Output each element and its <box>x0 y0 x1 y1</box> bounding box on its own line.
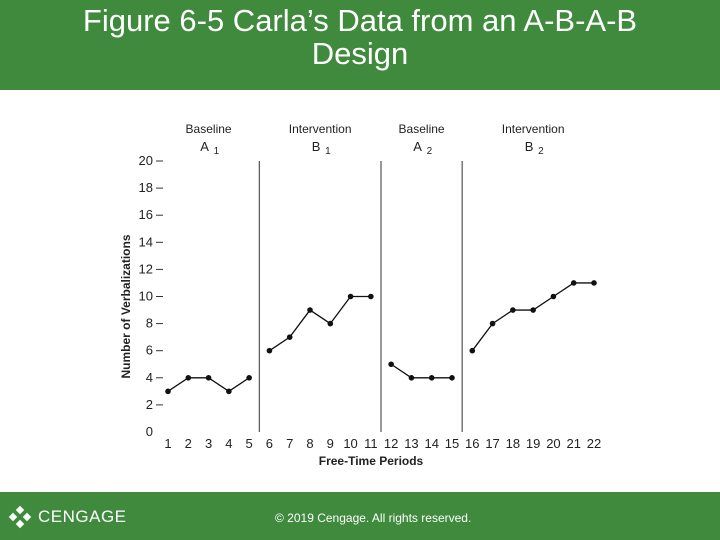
data-point <box>428 375 435 381</box>
series-line <box>269 295 371 352</box>
y-tick-label: 18 <box>139 180 153 195</box>
phase-code: B <box>525 139 534 154</box>
x-tick-label: 6 <box>266 436 273 451</box>
cengage-logo: CENGAGE <box>8 505 127 529</box>
x-tick-label: 1 <box>164 436 171 451</box>
y-tick-label: 6 <box>146 343 153 358</box>
y-tick-label: 4 <box>146 370 153 385</box>
phase-label: Intervention <box>502 122 565 136</box>
data-point <box>570 280 577 286</box>
x-tick-label: 18 <box>506 436 520 451</box>
x-tick-label: 19 <box>526 436 540 451</box>
phase-label: Baseline <box>399 122 445 136</box>
data-point <box>205 375 212 381</box>
data-point <box>327 320 334 327</box>
x-tick-label: 22 <box>587 436 601 451</box>
series-line <box>471 282 594 352</box>
x-tick-label: 20 <box>546 436 560 451</box>
x-tick-label: 10 <box>343 436 357 451</box>
data-point <box>266 347 273 354</box>
data-point <box>246 375 252 381</box>
phase-code-subscript: 2 <box>427 146 433 157</box>
y-tick-label: 16 <box>139 207 153 222</box>
x-tick-label: 7 <box>286 436 293 451</box>
x-tick-label: 3 <box>205 436 212 451</box>
y-tick-label: 8 <box>146 316 153 331</box>
x-tick-label: 21 <box>566 436 580 451</box>
data-point <box>550 293 557 300</box>
x-tick-label: 12 <box>384 436 398 451</box>
brand-name: CENGAGE <box>38 507 127 526</box>
x-tick-label: 11 <box>364 436 378 451</box>
x-tick-label: 13 <box>404 436 418 451</box>
y-tick-label: 14 <box>139 234 153 249</box>
x-tick-label: 16 <box>465 436 479 451</box>
y-tick-label: 0 <box>146 424 153 439</box>
phase-code-subscript: 1 <box>214 146 220 157</box>
y-axis-label: Number of Verbalizations <box>119 234 133 378</box>
series-line <box>390 363 452 379</box>
x-tick-label: 9 <box>327 436 334 451</box>
data-point <box>368 293 374 300</box>
y-tick-label: 10 <box>139 289 153 304</box>
y-tick-label: 20 <box>139 153 153 168</box>
data-point <box>388 361 394 368</box>
slide-title-line-2: Design <box>311 36 409 71</box>
phase-code-subscript: 1 <box>325 146 331 157</box>
data-point <box>307 307 313 313</box>
phase-label: Baseline <box>186 122 232 136</box>
phase-code: A <box>413 139 422 154</box>
data-point <box>286 334 293 340</box>
phase-code: B <box>312 139 321 154</box>
phase-code: A <box>200 139 209 154</box>
y-tick-label: 12 <box>139 261 153 276</box>
x-tick-label: 14 <box>424 436 438 451</box>
data-point <box>530 307 536 313</box>
slide-header: Figure 6-5 Carla’s Data from an A-B-A-B … <box>0 0 720 90</box>
data-point <box>347 293 354 300</box>
data-point <box>449 375 455 381</box>
x-tick-label: 2 <box>185 436 192 451</box>
data-point <box>510 307 516 313</box>
data-point <box>165 388 171 395</box>
data-point <box>591 280 597 286</box>
phase-label: Intervention <box>289 122 352 136</box>
x-tick-label: 4 <box>225 436 232 451</box>
data-point <box>226 388 232 395</box>
copyright-text: © 2019 Cengage. All rights reserved. <box>275 511 472 525</box>
x-tick-label: 15 <box>445 436 459 451</box>
data-point <box>185 375 192 381</box>
x-axis-label: Free-Time Periods <box>319 454 424 468</box>
slide-footer: CENGAGE © 2019 Cengage. All rights reser… <box>0 492 720 540</box>
x-tick-label: 17 <box>485 436 499 451</box>
x-tick-label: 5 <box>246 436 253 451</box>
data-point <box>469 347 476 354</box>
x-tick-label: 8 <box>306 436 313 451</box>
data-point <box>489 320 496 327</box>
slide-title-line-1: Figure 6-5 Carla’s Data from an A-B-A-B <box>82 3 638 38</box>
phase-code-subscript: 2 <box>538 146 544 157</box>
y-tick-label: 2 <box>146 397 153 412</box>
data-point <box>408 375 415 381</box>
cengage-mark-icon <box>8 505 32 529</box>
